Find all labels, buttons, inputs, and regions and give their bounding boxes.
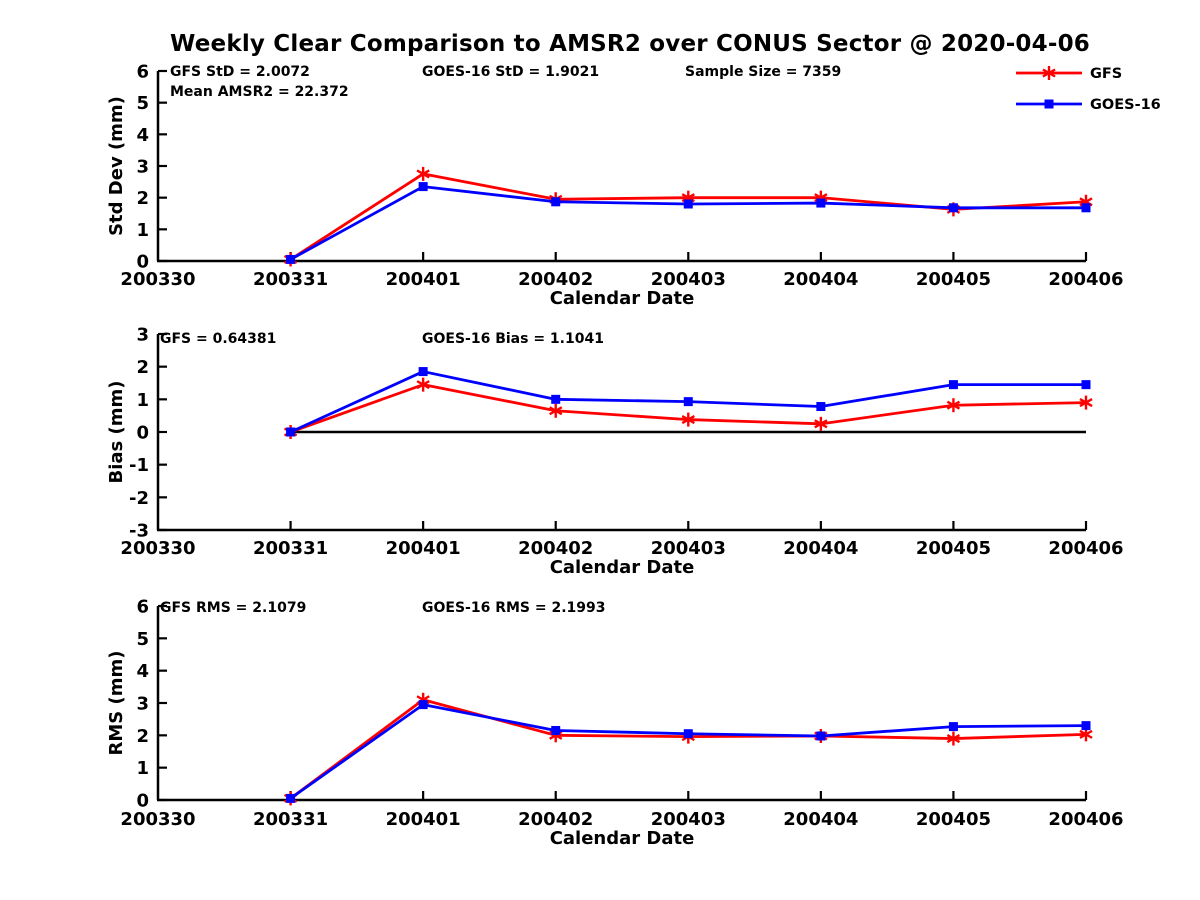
y-tick-label: 3 (136, 694, 149, 715)
goes16-marker (418, 182, 428, 192)
gfs-line (289, 172, 1087, 261)
x-axis-label: Calendar Date (550, 828, 695, 849)
x-tick-label: 200405 (916, 809, 991, 830)
goes16-marker (948, 380, 958, 390)
y-tick-label: 0 (136, 252, 149, 273)
x-tick-label: 200331 (253, 269, 328, 290)
y-tick-label: -1 (129, 455, 149, 476)
y-tick-label: -2 (129, 488, 149, 509)
y-axis-label: Bias (mm) (106, 381, 127, 484)
x-tick-label: 200330 (120, 809, 195, 830)
rms-chart: 0 1 2 3 4 5 6 200330 200331 200401 200402 200403 200… (106, 597, 1124, 850)
gfs-marker (946, 731, 961, 746)
gfs-marker (416, 166, 430, 181)
y-tick-label: 5 (136, 629, 149, 650)
y-tick-label: 5 (136, 93, 149, 114)
y-axis-label: RMS (mm) (106, 651, 127, 756)
y-tick-label: 6 (136, 597, 149, 618)
x-tick-label: 200401 (386, 538, 461, 559)
legend-label: GOES-16 (1090, 97, 1161, 113)
goes16-marker (1081, 380, 1091, 390)
x-tick-label: 200401 (386, 269, 461, 290)
y-tick-label: 0 (136, 423, 149, 444)
chart-annotation: GFS StD = 2.0072 (170, 64, 310, 80)
x-tick-label: 200405 (916, 538, 991, 559)
chart-annotation: GOES-16 StD = 1.9021 (422, 64, 599, 80)
chart-annotation: Mean AMSR2 = 22.372 (170, 84, 349, 100)
goes16-marker (286, 793, 296, 803)
x-tick-label: 200402 (518, 269, 593, 290)
y-tick-label: 3 (136, 325, 149, 346)
x-tick-label: 200402 (518, 538, 593, 559)
x-tick-label: 200403 (651, 269, 726, 290)
y-axis-label: Std Dev (mm) (106, 96, 127, 236)
y-tick-label: 4 (136, 661, 149, 682)
goes16-marker (683, 397, 693, 407)
chart-annotation: GOES-16 Bias = 1.1041 (422, 331, 604, 347)
x-tick-label: 200406 (1048, 269, 1123, 290)
x-tick-label: 200406 (1048, 809, 1123, 830)
goes16-marker (948, 722, 958, 732)
goes16-marker (683, 729, 693, 739)
x-tick-label: 200404 (783, 809, 858, 830)
legend-asterisk-marker-icon (1042, 66, 1056, 80)
x-tick-label: 200330 (120, 269, 195, 290)
chart-annotation: GFS RMS = 2.1079 (160, 600, 306, 616)
goes16-marker (286, 254, 296, 264)
x-tick-label: 200404 (783, 269, 858, 290)
x-tick-label: 200404 (783, 538, 858, 559)
x-tick-label: 200403 (651, 809, 726, 830)
x-tick-label: 200330 (120, 538, 195, 559)
x-tick-label: 200401 (386, 809, 461, 830)
goes16-marker (948, 203, 958, 213)
x-tick-label: 200403 (651, 538, 726, 559)
goes16-marker (683, 199, 693, 209)
goes16-marker (286, 427, 296, 437)
bias-chart: -3 -2 -1 0 1 2 3 200330 200331 200401 200402 200403… (106, 325, 1124, 579)
y-tick-label: 2 (136, 188, 149, 209)
legend-label: GFS (1090, 66, 1122, 82)
y-tick-label: 2 (136, 726, 149, 747)
gfs-marker (549, 403, 563, 418)
gfs-marker (1079, 395, 1093, 410)
x-axis-label: Calendar Date (550, 288, 695, 309)
y-tick-label: 1 (136, 220, 149, 241)
figure-title: Weekly Clear Comparison to AMSR2 over CO… (169, 31, 1090, 57)
x-tick-label: 200331 (253, 538, 328, 559)
gfs-marker (416, 377, 430, 392)
y-tick-label: 1 (136, 390, 149, 411)
y-tick-label: 4 (136, 125, 149, 146)
goes16-line (289, 703, 1087, 800)
x-tick-label: 200406 (1048, 538, 1123, 559)
goes16-marker (418, 367, 428, 377)
x-axis-label: Calendar Date (550, 557, 695, 578)
goes16-marker (816, 402, 826, 412)
y-tick-label: 3 (136, 157, 149, 178)
y-tick-label: 6 (136, 62, 149, 83)
chart-annotation: GFS = 0.64381 (160, 331, 276, 347)
goes16-marker (1081, 203, 1091, 213)
y-tick-label: 0 (136, 791, 149, 812)
chart-annotation: Sample Size = 7359 (685, 64, 841, 80)
goes16-marker (1081, 721, 1091, 731)
x-tick-label: 200405 (916, 269, 991, 290)
goes16-marker (551, 725, 561, 735)
gfs-marker (946, 398, 961, 413)
std-dev-chart: 0 1 2 3 4 5 6 200330 200331 200401 200402 200403 200… (106, 62, 1161, 310)
legend-square-marker-icon (1044, 99, 1054, 109)
x-tick-label: 200402 (518, 809, 593, 830)
goes16-marker (816, 198, 826, 208)
goes16-marker (816, 731, 826, 741)
chart-annotation: GOES-16 RMS = 2.1993 (422, 600, 606, 616)
x-tick-label: 200331 (253, 809, 328, 830)
goes16-marker (551, 394, 561, 404)
gfs-marker (681, 412, 695, 427)
y-tick-label: -3 (129, 521, 149, 542)
y-tick-label: 2 (136, 357, 149, 378)
gfs-marker (814, 416, 828, 431)
goes16-marker (418, 700, 428, 710)
goes16-marker (551, 197, 561, 207)
y-tick-label: 1 (136, 758, 149, 779)
